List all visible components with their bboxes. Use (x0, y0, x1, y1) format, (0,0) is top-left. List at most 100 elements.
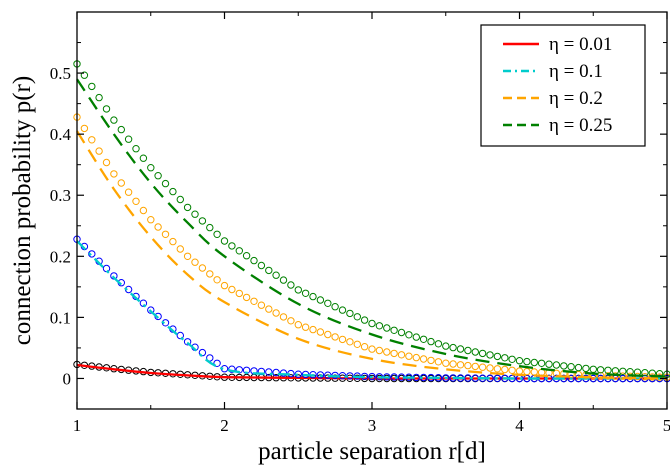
data-point (257, 261, 266, 270)
data-point (434, 358, 443, 366)
data-point (486, 364, 494, 372)
data-point (508, 366, 516, 374)
legend-label: η = 0.01 (549, 34, 612, 55)
data-point (132, 197, 140, 206)
data-point (346, 309, 354, 318)
data-point (191, 258, 199, 266)
data-point (309, 292, 317, 301)
y-axis-title: connection probability p(r) (9, 76, 36, 345)
data-point (331, 303, 339, 311)
data-point (124, 188, 133, 196)
data-point (191, 210, 199, 218)
data-point (567, 363, 575, 371)
data-point (449, 343, 457, 352)
data-point (110, 170, 118, 178)
data-point (501, 354, 509, 362)
data-point (213, 359, 221, 367)
data-point (331, 333, 339, 341)
data-point (523, 357, 531, 366)
data-point (368, 372, 376, 381)
data-point (456, 345, 465, 353)
data-point (464, 361, 472, 370)
data-point (486, 351, 494, 359)
legend-label: η = 0.1 (549, 61, 603, 82)
data-point (360, 343, 369, 351)
legend: η = 0.01 η = 0.1 η = 0.2 η = 0.25 (480, 24, 646, 147)
series-line (76, 240, 667, 380)
data-point (301, 289, 310, 297)
data-point (537, 359, 546, 367)
x-tick-label: 3 (368, 416, 377, 435)
data-point (574, 363, 583, 372)
data-point (456, 361, 465, 369)
y-tick-label: 0.1 (50, 308, 71, 327)
x-tick-label: 5 (663, 416, 670, 435)
series-4 (73, 60, 670, 378)
data-point (169, 237, 177, 246)
data-point (132, 145, 140, 153)
data-point (272, 368, 280, 377)
data-point (257, 301, 266, 309)
data-point (442, 359, 450, 367)
data-point (139, 299, 148, 307)
series-line (76, 78, 668, 378)
data-point (154, 172, 162, 180)
data-point (471, 348, 479, 356)
data-point (596, 371, 605, 380)
data-point (80, 71, 89, 79)
data-point (265, 368, 273, 376)
data-point (95, 147, 103, 155)
data-point (515, 367, 524, 375)
data-point (213, 276, 221, 284)
data-point (220, 237, 229, 245)
data-point (316, 328, 325, 336)
data-point (515, 357, 524, 365)
data-point (213, 230, 221, 239)
data-point (250, 256, 258, 265)
y-tick-label: 0.2 (50, 247, 71, 266)
data-point (198, 217, 207, 225)
data-point (183, 338, 192, 346)
data-point (110, 116, 118, 124)
data-point (265, 266, 273, 275)
data-point (434, 340, 443, 348)
data-point (287, 281, 295, 289)
data-point (139, 154, 148, 162)
data-point (412, 333, 420, 341)
series-3 (73, 113, 670, 381)
data-point (464, 346, 472, 355)
data-point (235, 247, 244, 255)
data-point (596, 366, 605, 374)
data-point (471, 362, 479, 371)
data-point (427, 356, 435, 365)
data-point (169, 187, 177, 196)
data-point (220, 281, 229, 290)
y-tick-label: 0.5 (50, 64, 71, 83)
data-point (419, 335, 428, 343)
data-point (154, 223, 162, 231)
data-point (287, 317, 295, 325)
data-point (324, 330, 332, 339)
data-point (176, 195, 185, 204)
data-point (117, 125, 126, 134)
y-tick-label: 0 (63, 369, 72, 388)
series-4-markers (73, 60, 670, 378)
data-point (272, 309, 280, 317)
data-point (139, 206, 148, 215)
axis-ticks: 1 2 3 4 5 0 0.1 0.2 0.3 0.4 0.5 (50, 12, 670, 435)
data-point (294, 286, 302, 294)
data-point (390, 326, 398, 334)
data-point (442, 374, 450, 382)
data-point (368, 345, 376, 353)
data-point (124, 135, 133, 143)
data-point (102, 158, 111, 167)
data-point (242, 252, 251, 260)
data-point (80, 124, 89, 133)
data-point (626, 368, 634, 376)
data-point (589, 365, 597, 373)
data-point (316, 296, 325, 304)
data-point (176, 245, 185, 253)
series-2 (73, 235, 670, 383)
data-point (183, 252, 192, 260)
x-tick-label: 2 (220, 416, 229, 435)
